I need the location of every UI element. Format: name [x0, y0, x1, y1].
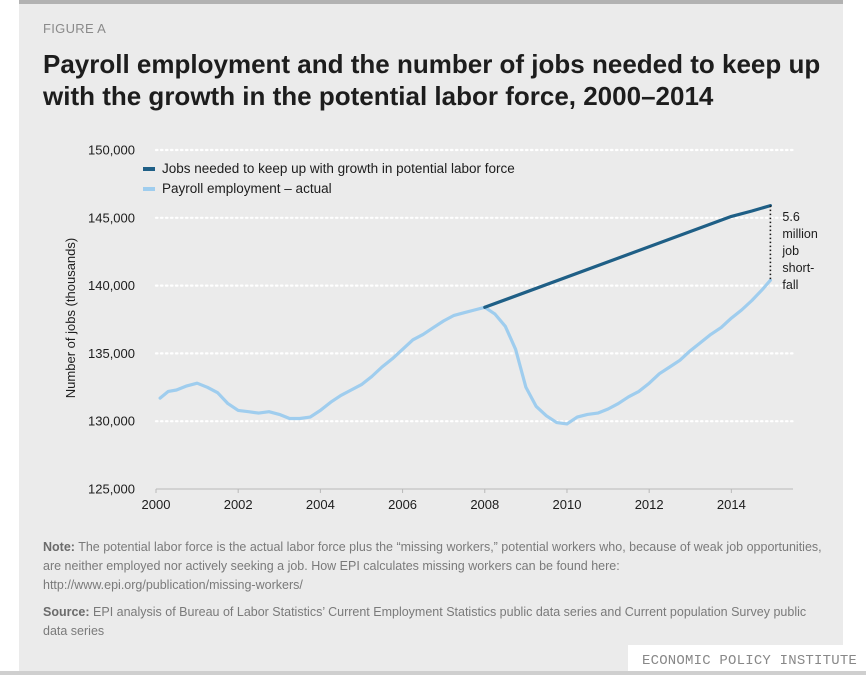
source-label: Source: — [43, 605, 90, 619]
y-tick-label: 130,000 — [88, 414, 135, 429]
source-paragraph: Source: EPI analysis of Bureau of Labor … — [43, 603, 828, 641]
shortfall-annotation: 5.6 million job short-fall — [769, 205, 818, 292]
shortfall-label-line: fall — [782, 278, 798, 292]
notes-section: Note: The potential labor force is the a… — [43, 538, 828, 649]
y-tick-label: 145,000 — [88, 210, 135, 225]
y-tick-label: 140,000 — [88, 278, 135, 293]
note-paragraph: Note: The potential labor force is the a… — [43, 538, 828, 595]
organization-name: ECONOMIC POLICY INSTITUTE — [642, 653, 858, 669]
shortfall-label-line: million — [782, 227, 817, 241]
figure-label: FIGURE A — [43, 21, 107, 36]
x-tick-label: 2002 — [224, 497, 253, 512]
note-text: The potential labor force is the actual … — [43, 540, 822, 592]
shortfall-label-line: job — [781, 244, 799, 258]
source-text: EPI analysis of Bureau of Labor Statisti… — [43, 605, 807, 638]
footer-badge: ECONOMIC POLICY INSTITUTE — [628, 645, 857, 675]
x-tick-label: 2010 — [553, 497, 582, 512]
y-axis-title: Number of jobs (thousands) — [63, 238, 78, 398]
x-tick-label: 2012 — [635, 497, 664, 512]
y-tick-label: 150,000 — [88, 143, 135, 158]
legend-entry: Payroll employment – actual — [162, 181, 332, 196]
series-lines — [158, 204, 773, 426]
line-chart: Number of jobs (thousands) 125,000 130,00… — [63, 143, 818, 513]
shortfall-label-line: short- — [782, 261, 814, 275]
legend-entry: Jobs needed to keep up with growth in po… — [162, 161, 515, 176]
x-tick-label: 2014 — [717, 497, 746, 512]
x-tick-label: 2006 — [388, 497, 417, 512]
axes: Number of jobs (thousands) — [63, 238, 793, 490]
bottom-rule — [0, 671, 866, 675]
tick-labels: 125,000 130,000 135,000 140,000 145,000 150,0… — [88, 143, 746, 513]
needed-jobs-line — [483, 204, 773, 309]
x-tick-label: 2004 — [306, 497, 335, 512]
note-label: Note: — [43, 540, 75, 554]
x-tick-label: 2008 — [470, 497, 499, 512]
x-tick-label: 2000 — [142, 497, 171, 512]
y-tick-label: 135,000 — [88, 346, 135, 361]
chart-title: Payroll employment and the number of job… — [43, 49, 821, 111]
y-tick-label: 125,000 — [88, 482, 135, 497]
shortfall-label-line: 5.6 — [782, 210, 799, 224]
legend: Jobs needed to keep up with growth in po… — [143, 161, 515, 196]
actual-payroll-line — [158, 278, 773, 426]
